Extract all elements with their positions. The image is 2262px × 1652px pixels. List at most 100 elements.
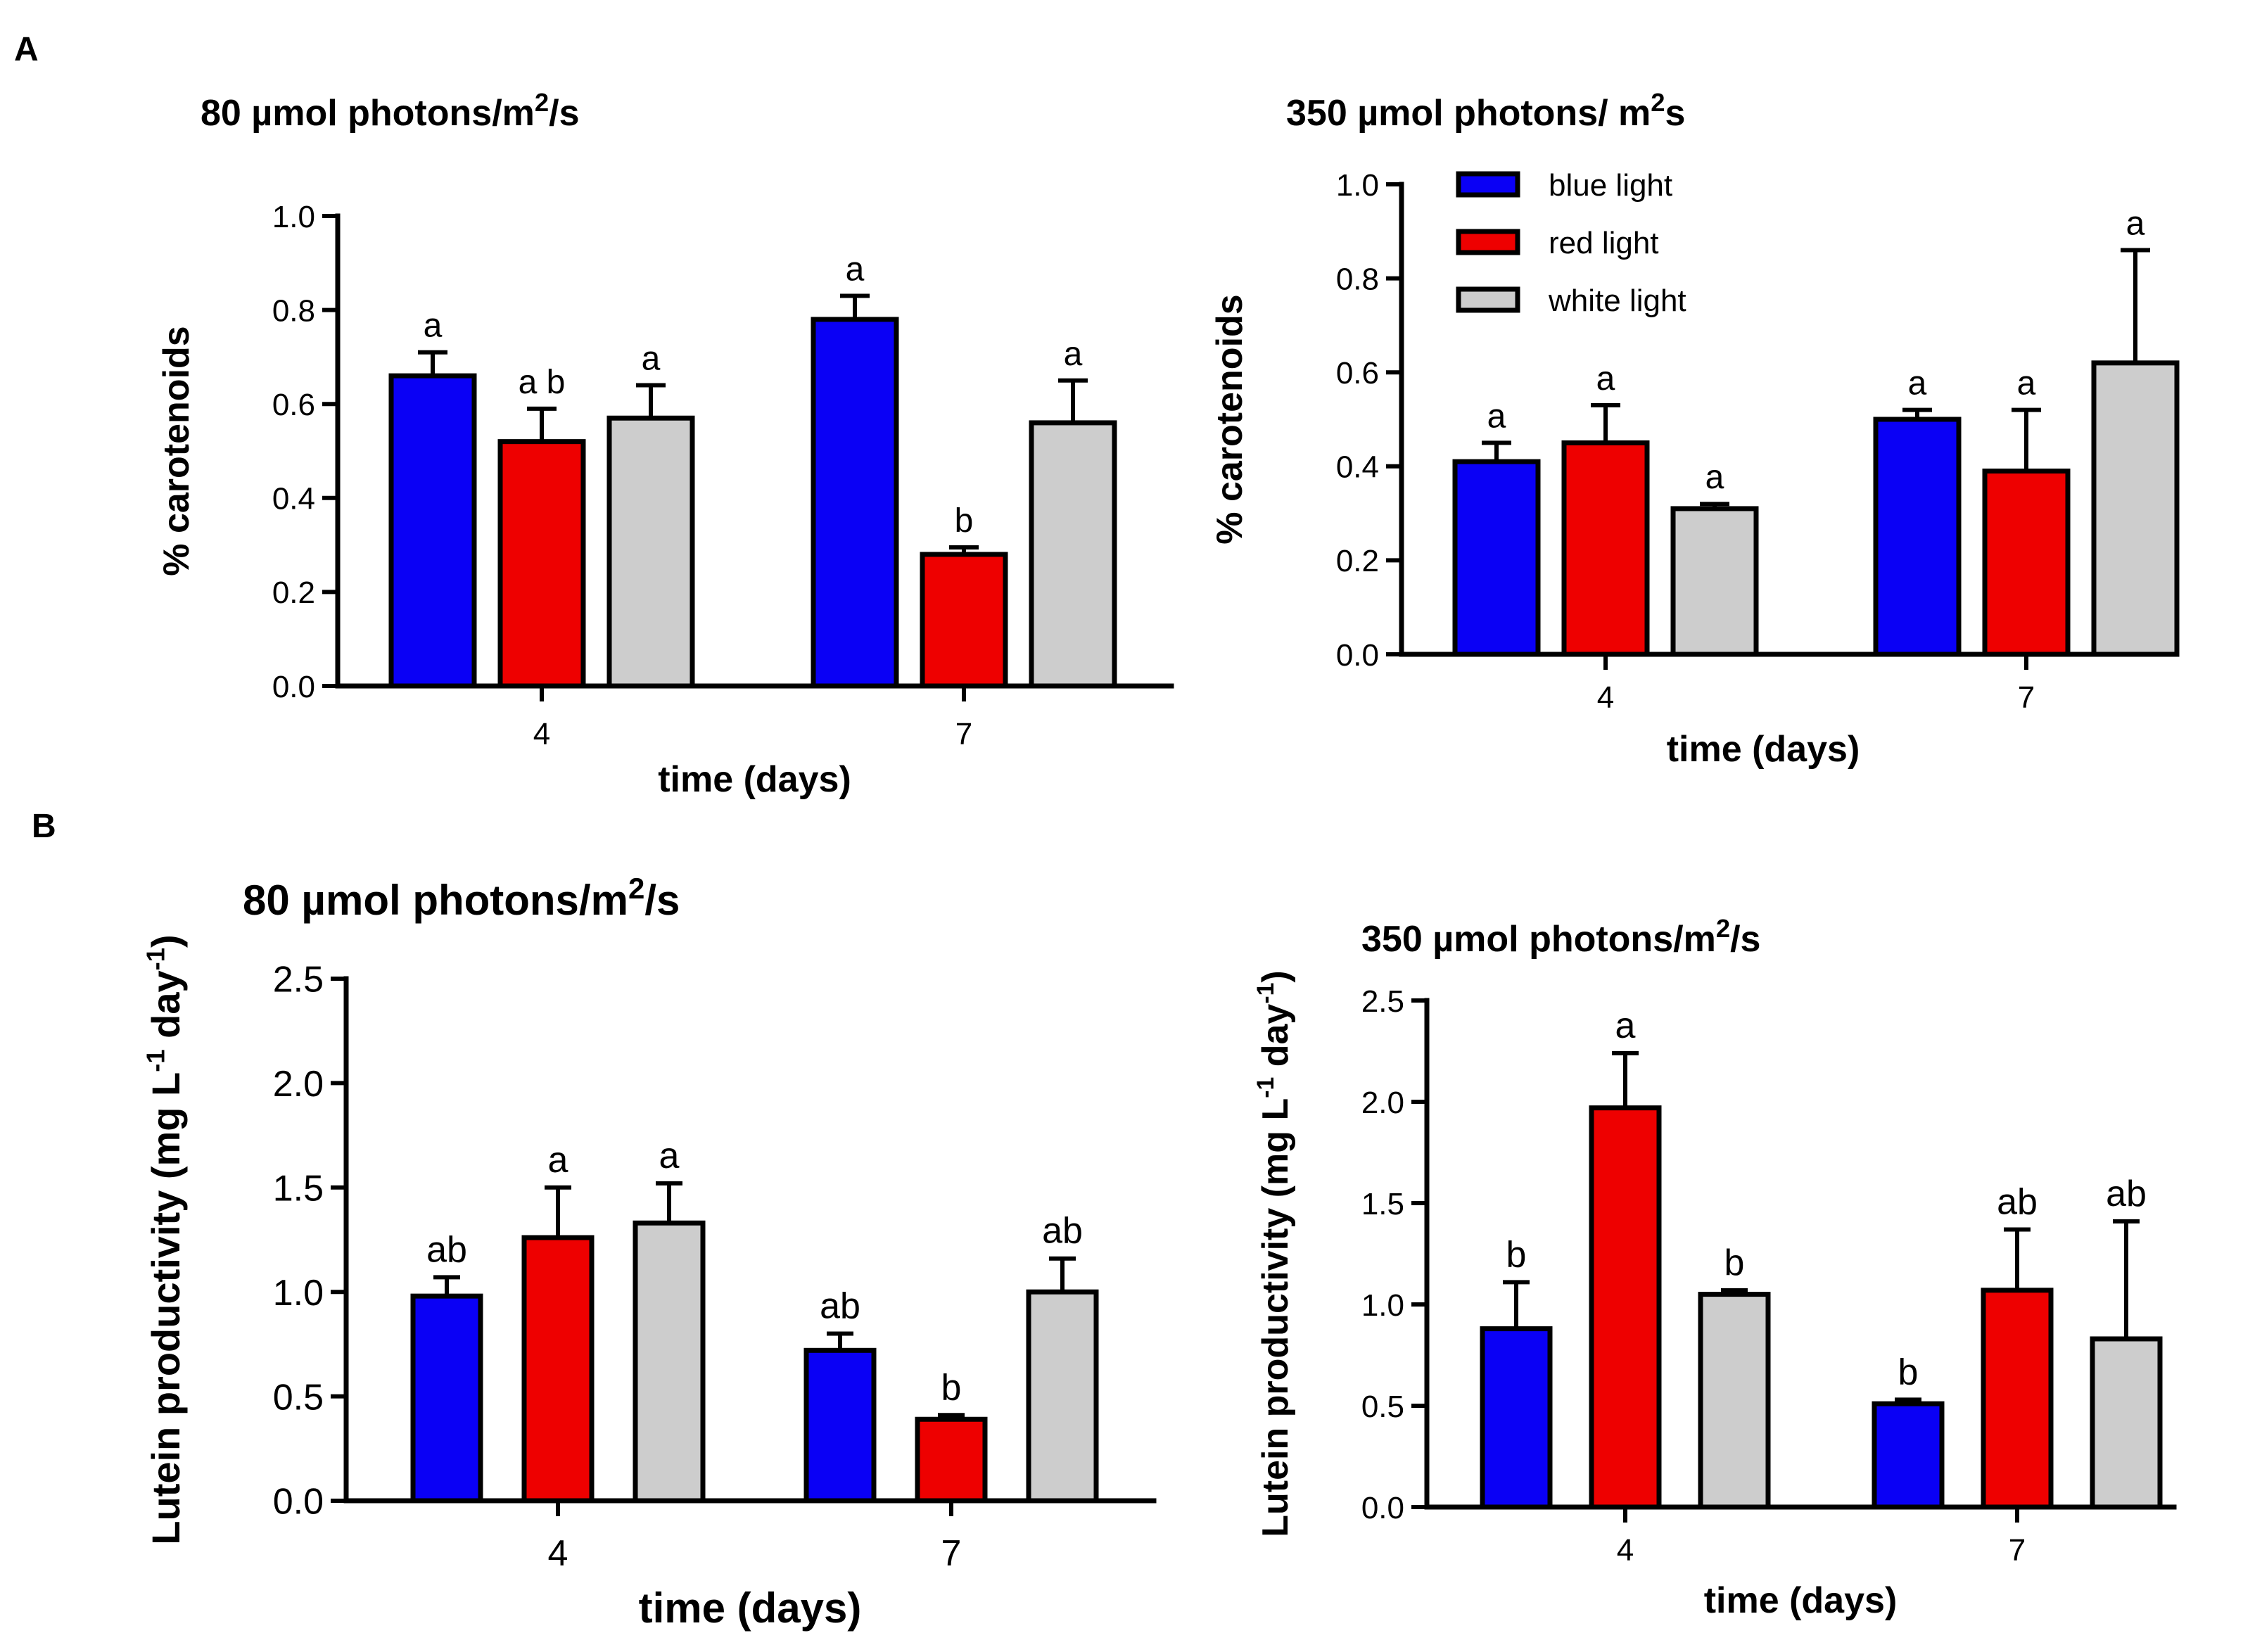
chart-title-tail: /s: [644, 877, 680, 924]
y-tick-label: 0.0: [272, 670, 315, 704]
chart-A-80: 80 µmol photons/m2/s 0.0 0.2 0.4 0.6 0.8 1.0 % …: [156, 88, 1174, 800]
significance-label: b: [1898, 1352, 1919, 1392]
y-axis-label-mid: day: [1255, 1004, 1296, 1077]
y-tick-label: 0.0: [1361, 1491, 1404, 1525]
bar-blue-light: [388, 373, 477, 689]
x-tick-label: 7: [955, 717, 972, 751]
bar-blue-light: [1452, 459, 1541, 657]
chart-title: 80 µmol photons/m2/s: [243, 872, 680, 924]
y-axis-label-main: Lutein productivity (mg L: [144, 1072, 188, 1545]
y-axis-label-main: % carotenoids: [156, 326, 197, 576]
bar-white-light: [1698, 1292, 1771, 1510]
significance-label: a: [1487, 398, 1506, 435]
y-axis-label: % carotenoids: [1209, 294, 1250, 544]
x-tick-label: 7: [2009, 1533, 2026, 1568]
significance-label: a: [1596, 360, 1615, 398]
y-tick-label: 0.5: [1361, 1390, 1404, 1424]
chart-title: 350 µmol photons/ m2s: [1286, 88, 1685, 134]
bar-blue-light: [1480, 1326, 1553, 1510]
y-axis-label: Lutein productivity (mg L-1 day-1): [141, 934, 188, 1544]
y-tick-label: 2.0: [1361, 1086, 1404, 1120]
significance-label: b: [1724, 1243, 1745, 1283]
x-axis-label: time (days): [1704, 1580, 1898, 1621]
chart-title-main: 350 µmol photons/ m: [1286, 93, 1651, 134]
panel-letter-b: B: [32, 808, 56, 845]
significance-label: a: [846, 251, 865, 288]
bar-white-light: [2091, 360, 2180, 657]
significance-label: ab: [426, 1229, 467, 1270]
y-axis-label-sup: -1: [141, 948, 170, 970]
chart-title-sup: 2: [1651, 88, 1665, 117]
x-tick-label: 7: [2018, 680, 2035, 715]
x-axis-label: time (days): [658, 759, 851, 800]
charts-layer: 80 µmol photons/m2/s0.00.20.40.60.81.0% …: [141, 88, 2180, 1632]
bar-blue-light: [1873, 417, 1962, 657]
bar-white-light: [1026, 1289, 1099, 1504]
legend-label: blue light: [1549, 168, 1672, 203]
chart-title-main: 80 µmol photons/m: [201, 93, 535, 134]
x-axis-label: time (days): [1667, 729, 1860, 770]
y-tick-label: 1.0: [272, 200, 315, 234]
y-tick-label: 0.8: [1336, 262, 1379, 296]
bar-white-light: [1670, 506, 1759, 657]
y-tick-label: 0.4: [1336, 450, 1379, 485]
y-tick-label: 0.0: [1336, 638, 1379, 673]
y-tick-label: 0.0: [273, 1482, 324, 1523]
chart-B-80: 80 µmol photons/m2/s 0.0 0.5 1.0 1.5 2.0 2.5 Lu…: [141, 872, 1157, 1632]
y-tick-label: 1.0: [273, 1273, 324, 1314]
bar-red-light: [1589, 1105, 1662, 1510]
bar-red-light: [497, 439, 586, 689]
significance-label: a: [424, 307, 443, 345]
y-tick-label: 2.5: [1361, 984, 1404, 1019]
significance-label: a: [1705, 459, 1724, 496]
y-axis-label-sup: -1: [1252, 983, 1279, 1004]
significance-label: a: [642, 340, 661, 377]
legend-label: red light: [1549, 226, 1659, 260]
y-tick-label: 1.5: [273, 1169, 324, 1209]
chart-title-main: 350 µmol photons/m: [1361, 919, 1716, 960]
y-axis-label: Lutein productivity (mg L-1 day-1): [1252, 970, 1296, 1537]
chart-title-sup: 2: [535, 88, 549, 117]
y-axis-label-tail: ): [144, 934, 188, 948]
y-axis-label-sup: -1: [1252, 1077, 1279, 1098]
bar-blue-light: [410, 1293, 483, 1504]
legend: blue light red light white light: [1456, 168, 1686, 318]
chart-title-tail: s: [1665, 93, 1686, 134]
y-tick-label: 0.5: [273, 1377, 324, 1418]
significance-label: a: [2017, 365, 2036, 402]
legend-label: white light: [1548, 284, 1686, 318]
x-tick-label: 4: [548, 1533, 568, 1574]
significance-label: b: [1506, 1234, 1527, 1275]
chart-title-sup: 2: [628, 872, 644, 905]
legend-swatch: [1456, 229, 1520, 255]
significance-label: ab: [1042, 1211, 1083, 1252]
chart-title-main: 80 µmol photons/m: [243, 877, 628, 924]
chart-title: 80 µmol photons/m2/s: [201, 88, 580, 134]
significance-label: a: [548, 1140, 568, 1181]
y-tick-label: 0.6: [272, 388, 315, 422]
y-tick-label: 1.5: [1361, 1187, 1404, 1221]
x-axis-label: time (days): [639, 1584, 862, 1632]
y-tick-label: 0.2: [272, 576, 315, 610]
significance-label: a: [659, 1136, 680, 1176]
significance-label: b: [941, 1367, 962, 1408]
significance-label: a b: [519, 364, 566, 401]
y-axis-label-tail: ): [1255, 970, 1296, 982]
chart-title: 350 µmol photons/m2/s: [1361, 914, 1760, 960]
y-tick-label: 2.5: [273, 960, 324, 1000]
y-axis-label-mid: day: [144, 970, 188, 1049]
x-tick-label: 7: [941, 1533, 962, 1574]
y-tick-label: 0.8: [272, 293, 315, 328]
significance-label: a: [1615, 1005, 1636, 1046]
bar-red-light: [1982, 468, 2071, 657]
chart-title-tail: /s: [1730, 919, 1760, 960]
x-tick-label: 4: [533, 717, 550, 751]
bar-blue-light: [803, 1347, 877, 1504]
y-tick-label: 0.2: [1336, 544, 1379, 578]
bar-white-light: [1029, 420, 1117, 689]
chart-title-sup: 2: [1716, 914, 1730, 943]
y-tick-label: 1.0: [1336, 168, 1379, 203]
y-axis-label-sup: -1: [141, 1049, 170, 1072]
y-axis-label-main: % carotenoids: [1209, 294, 1250, 544]
